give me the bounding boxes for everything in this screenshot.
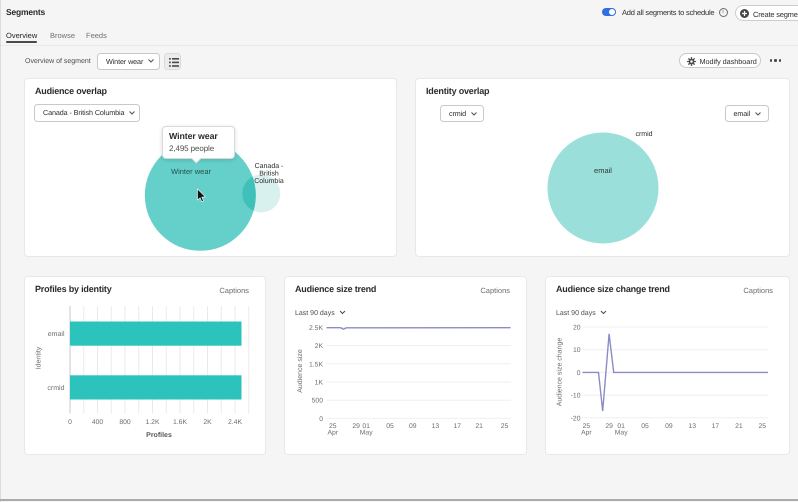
svg-text:25: 25 bbox=[501, 423, 509, 430]
svg-text:Winter wear: Winter wear bbox=[171, 167, 212, 176]
svg-text:British: British bbox=[259, 170, 279, 178]
svg-text:2.4K: 2.4K bbox=[228, 419, 242, 426]
svg-text:29: 29 bbox=[605, 423, 613, 430]
svg-text:20: 20 bbox=[573, 325, 581, 332]
svg-text:500: 500 bbox=[312, 398, 324, 405]
svg-text:2K: 2K bbox=[315, 343, 324, 350]
svg-text:Last 90 days: Last 90 days bbox=[556, 309, 596, 317]
svg-text:25: 25 bbox=[329, 423, 337, 430]
svg-text:Apr: Apr bbox=[581, 430, 592, 437]
svg-text:05: 05 bbox=[386, 423, 394, 430]
svg-text:Columbia: Columbia bbox=[254, 177, 284, 185]
svg-text:01: 01 bbox=[362, 423, 370, 430]
svg-text:800: 800 bbox=[119, 419, 131, 426]
svg-text:17: 17 bbox=[454, 423, 462, 430]
svg-text:Audience size change: Audience size change bbox=[556, 338, 564, 407]
svg-text:400: 400 bbox=[92, 419, 104, 426]
svg-text:crmid: crmid bbox=[47, 384, 64, 392]
svg-text:29: 29 bbox=[352, 423, 360, 430]
svg-text:01: 01 bbox=[617, 423, 625, 430]
svg-text:09: 09 bbox=[409, 423, 417, 430]
svg-text:1.2K: 1.2K bbox=[146, 419, 160, 426]
svg-text:05: 05 bbox=[641, 423, 649, 430]
svg-text:1K: 1K bbox=[315, 380, 324, 387]
svg-text:crmid: crmid bbox=[635, 130, 652, 138]
svg-text:May: May bbox=[615, 430, 628, 437]
svg-text:2.5K: 2.5K bbox=[309, 325, 323, 332]
svg-text:17: 17 bbox=[712, 423, 720, 430]
svg-text:Canada -: Canada - bbox=[255, 162, 284, 170]
svg-text:0: 0 bbox=[319, 416, 323, 423]
svg-text:email: email bbox=[48, 330, 65, 338]
svg-text:1.6K: 1.6K bbox=[173, 419, 187, 426]
svg-text:13: 13 bbox=[689, 423, 697, 430]
svg-text:-20: -20 bbox=[571, 415, 581, 422]
svg-text:10: 10 bbox=[573, 347, 581, 354]
svg-text:1.5K: 1.5K bbox=[309, 361, 323, 368]
svg-text:Identity: Identity bbox=[35, 346, 43, 369]
svg-text:Last 90 days: Last 90 days bbox=[295, 309, 335, 317]
svg-text:Apr: Apr bbox=[328, 430, 339, 437]
svg-text:Audience size: Audience size bbox=[296, 349, 304, 393]
svg-text:09: 09 bbox=[665, 423, 673, 430]
svg-text:21: 21 bbox=[475, 423, 483, 430]
svg-text:21: 21 bbox=[735, 423, 743, 430]
svg-text:2K: 2K bbox=[203, 419, 212, 426]
svg-text:May: May bbox=[360, 430, 373, 437]
svg-text:25: 25 bbox=[759, 423, 767, 430]
svg-text:13: 13 bbox=[432, 423, 440, 430]
svg-text:0: 0 bbox=[68, 419, 72, 426]
svg-text:25: 25 bbox=[583, 423, 591, 430]
svg-text:email: email bbox=[594, 166, 612, 175]
svg-text:-10: -10 bbox=[571, 393, 581, 400]
svg-text:Profiles: Profiles bbox=[146, 431, 172, 439]
svg-text:0: 0 bbox=[577, 370, 581, 377]
